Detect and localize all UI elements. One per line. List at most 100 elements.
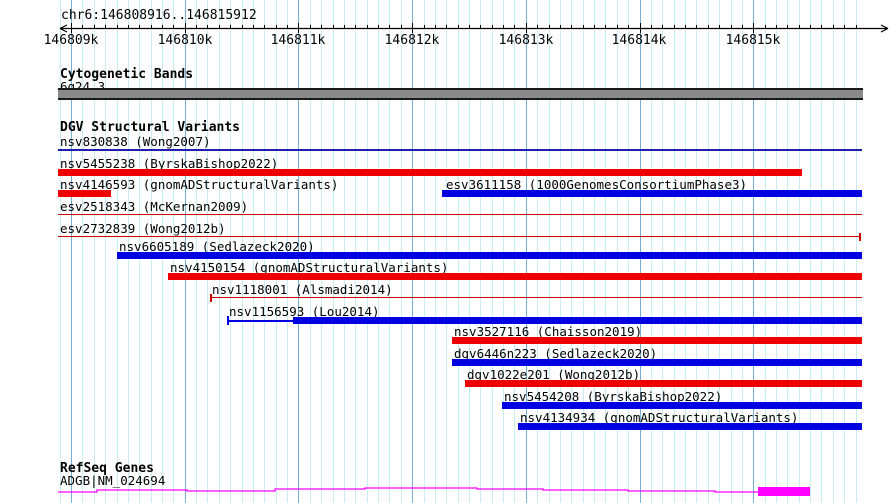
- variant-end-tick[interactable]: [858, 232, 861, 241]
- variant-label[interactable]: nsv4146593 (gnomADStructuralVariants): [60, 177, 339, 192]
- variant-label[interactable]: nsv4150154 (gnomADStructuralVariants): [170, 260, 449, 275]
- grid-line: [378, 0, 379, 503]
- grid-line: [241, 0, 243, 503]
- grid-line: [162, 0, 163, 503]
- ruler-minor-tick: [719, 24, 721, 29]
- variant-line[interactable]: [210, 297, 862, 299]
- ruler-minor-tick: [468, 24, 470, 29]
- grid-line: [491, 0, 493, 503]
- ruler-major-tick: [184, 23, 186, 33]
- cytoband-bar[interactable]: [58, 88, 863, 100]
- variant-bar[interactable]: [442, 190, 862, 197]
- ruler-minor-tick: [685, 24, 686, 29]
- variant-label[interactable]: nsv3527116 (Chaisson2019): [454, 324, 643, 339]
- grid-line: [321, 0, 323, 503]
- locus-title: chr6:146808916..146815912: [61, 8, 257, 23]
- variant-bar[interactable]: [452, 337, 862, 344]
- variant-label[interactable]: esv2518343 (McKernan2009): [60, 199, 249, 214]
- grid-line: [139, 0, 141, 503]
- ruler-minor-tick: [673, 24, 675, 29]
- ruler-minor-tick: [775, 24, 777, 29]
- ruler-minor-tick: [264, 24, 266, 29]
- grid-line: [423, 0, 425, 503]
- ruler-minor-tick: [343, 24, 345, 29]
- ruler-minor-tick: [514, 24, 516, 29]
- ruler-minor-tick: [127, 24, 129, 29]
- grid-line: [582, 0, 584, 503]
- ruler-minor-tick: [82, 24, 84, 29]
- grid-line: [434, 0, 436, 503]
- grid-line: [775, 0, 777, 503]
- ruler-minor-tick: [230, 24, 232, 29]
- variant-label[interactable]: nsv830838 (Wong2007): [60, 134, 211, 149]
- variant-label[interactable]: nsv6605189 (Sedlazeck2020): [119, 239, 315, 254]
- ruler-tick-label: 146813k: [498, 33, 554, 48]
- ruler-minor-tick: [150, 24, 152, 29]
- variant-bar[interactable]: [117, 252, 862, 259]
- grid-line: [264, 0, 266, 503]
- ruler-minor-tick: [559, 24, 561, 29]
- ruler-minor-tick: [844, 24, 846, 29]
- grid-line: [82, 0, 84, 503]
- ruler-minor-tick: [457, 24, 459, 29]
- ruler-axis[interactable]: [0, 0, 890, 40]
- ruler-minor-tick: [594, 24, 595, 29]
- variant-bar[interactable]: [465, 380, 862, 387]
- variant-label[interactable]: esv3611158 (1000GenomesConsortiumPhase3): [446, 177, 748, 192]
- variant-label[interactable]: nsv1156593 (Lou2014): [229, 304, 380, 319]
- variant-bar[interactable]: [58, 169, 802, 176]
- variant-label[interactable]: esv2732839 (Wong2012b): [60, 221, 226, 236]
- ruler-minor-tick: [707, 24, 709, 29]
- variant-line[interactable]: [58, 149, 862, 151]
- variant-label[interactable]: dgv6446n223 (Sedlazeck2020): [454, 346, 658, 361]
- dgv-section-title: DGV Structural Variants: [60, 120, 241, 135]
- gene-intron-line[interactable]: [58, 487, 759, 493]
- grid-line: [605, 0, 607, 503]
- refseq-gene-name[interactable]: ADGB|NM_024694: [60, 473, 166, 488]
- ruler-minor-tick: [537, 24, 539, 29]
- ruler-minor-tick: [821, 24, 823, 29]
- grid-line: [685, 0, 686, 503]
- variant-bar-thin-segment[interactable]: [227, 319, 293, 322]
- grid-line: [184, 0, 186, 503]
- grid-line: [468, 0, 470, 503]
- variant-label[interactable]: nsv5455238 (ByrskaBishop2022): [60, 156, 279, 171]
- ruler-minor-tick: [503, 24, 505, 29]
- cytobands-section-title: Cytogenetic Bands: [60, 67, 194, 82]
- variant-label[interactable]: nsv5454208 (ByrskaBishop2022): [504, 389, 723, 404]
- ruler-minor-tick: [480, 24, 482, 29]
- variant-line[interactable]: [58, 236, 859, 238]
- ruler-minor-tick: [196, 24, 198, 29]
- grid-line: [537, 0, 539, 503]
- variant-start-tick[interactable]: [226, 316, 229, 325]
- grid-line: [855, 0, 857, 503]
- grid-line: [844, 0, 846, 503]
- ruler-minor-tick: [787, 24, 789, 29]
- variant-line[interactable]: [58, 214, 862, 216]
- grid-line: [514, 0, 516, 503]
- variant-label[interactable]: nsv1118001 (Alsmadi2014): [212, 282, 393, 297]
- variant-bar[interactable]: [452, 359, 862, 366]
- grid-line: [707, 0, 709, 503]
- variant-start-tick[interactable]: [209, 293, 212, 302]
- ruler-minor-tick: [252, 24, 254, 29]
- ruler-minor-tick: [650, 24, 652, 29]
- ruler-minor-tick: [855, 24, 857, 29]
- ruler-minor-tick: [218, 24, 220, 29]
- gene-exon-box[interactable]: [758, 487, 810, 496]
- variant-bar[interactable]: [293, 317, 862, 324]
- grid-line: [821, 0, 823, 503]
- variant-bar[interactable]: [168, 273, 862, 280]
- grid-line: [628, 0, 630, 503]
- variant-label[interactable]: dgv1022e201 (Wong2012b): [467, 367, 641, 382]
- grid-line: [650, 0, 652, 503]
- ruler-minor-tick: [628, 24, 630, 29]
- ruler-minor-tick: [571, 24, 573, 29]
- variant-bar[interactable]: [58, 190, 111, 197]
- ruler-tick-label: 146811k: [270, 33, 326, 48]
- variant-label[interactable]: nsv4134934 (gnomADStructuralVariants): [520, 410, 799, 425]
- variant-bar[interactable]: [502, 402, 862, 409]
- grid-line: [366, 0, 368, 503]
- variant-bar[interactable]: [518, 423, 862, 430]
